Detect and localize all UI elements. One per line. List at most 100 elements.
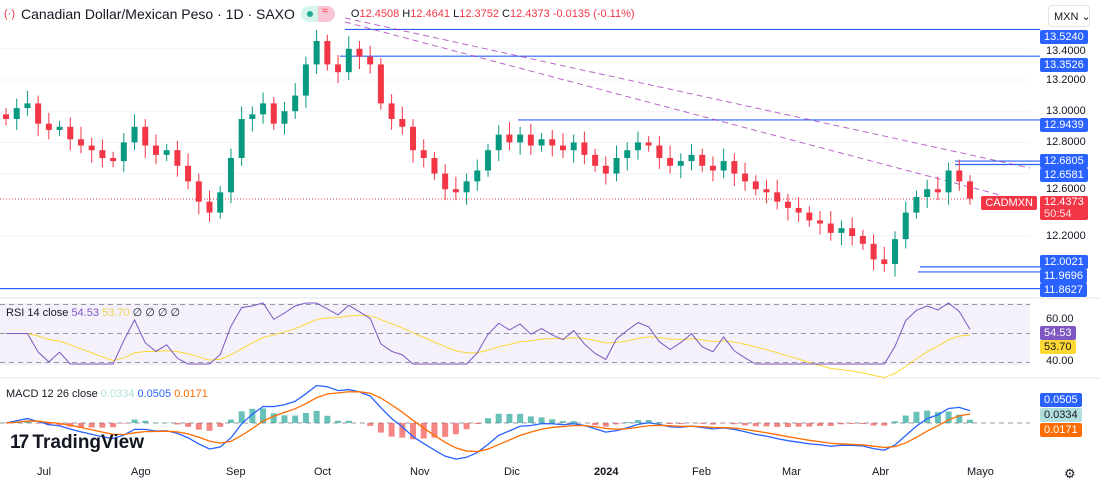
- trendline: [344, 17, 1031, 169]
- macd-histogram-bar: [335, 420, 342, 423]
- signal-line: [5, 391, 971, 453]
- level-label: 11.8627: [1040, 283, 1087, 297]
- candle: [934, 189, 941, 193]
- macd-histogram-bar: [624, 422, 631, 423]
- time-tick: Nov: [410, 466, 430, 478]
- candle: [270, 103, 277, 124]
- macd-histogram-bar: [570, 421, 577, 423]
- trendline: [344, 21, 1001, 196]
- candle: [699, 154, 706, 166]
- macd-histogram-bar: [281, 415, 288, 423]
- rsi-tick: 40.00: [1046, 355, 1074, 367]
- candle: [420, 150, 427, 158]
- candle: [35, 103, 42, 124]
- currency-select[interactable]: MXN ⌄: [1048, 5, 1091, 27]
- macd-histogram-bar: [645, 420, 652, 423]
- market-status-icon[interactable]: [300, 5, 335, 22]
- macd-histogram-bar: [859, 423, 866, 425]
- candle: [335, 64, 342, 73]
- candle: [677, 161, 684, 166]
- macd-histogram-bar: [302, 412, 309, 423]
- level-label: 12.9439: [1040, 118, 1088, 133]
- candle: [602, 165, 609, 174]
- macd-histogram-bar: [463, 423, 470, 430]
- macd-histogram-bar: [752, 423, 759, 427]
- macd-histogram-bar: [367, 423, 374, 426]
- candle: [260, 103, 267, 115]
- macd-histogram-bar: [345, 420, 352, 423]
- ohlc-readout: O12.4508 H12.4641 L12.3752 C12.4373 -0.0…: [350, 8, 635, 20]
- candle: [452, 189, 459, 193]
- candle: [99, 150, 106, 158]
- rsi-value-label: 54.53: [1040, 326, 1076, 340]
- candle: [152, 145, 159, 155]
- candle: [13, 108, 20, 119]
- time-tick: Mayo: [967, 466, 994, 478]
- candle: [731, 161, 738, 174]
- macd-histogram-bar: [131, 419, 138, 423]
- candle: [827, 223, 834, 233]
- candle: [463, 181, 470, 193]
- macd-histogram-bar: [110, 423, 117, 428]
- macd-histogram-bar: [827, 423, 834, 426]
- candle: [506, 134, 513, 143]
- macd-histogram-bar: [99, 423, 106, 428]
- candle: [624, 150, 631, 158]
- symbol-tag: CADMXN: [981, 196, 1037, 211]
- time-tick: Ago: [131, 466, 151, 478]
- macd-histogram-bar: [881, 423, 888, 426]
- candle: [88, 145, 95, 151]
- macd-label: 0.0505: [1040, 393, 1082, 407]
- candle: [206, 201, 213, 213]
- candle: [817, 220, 824, 224]
- candle: [806, 212, 813, 221]
- macd-histogram-bar: [292, 415, 299, 423]
- macd-histogram-bar: [420, 423, 427, 439]
- tradingview-logo[interactable]: 17 TradingView: [10, 432, 144, 453]
- candle: [3, 114, 9, 119]
- candle: [195, 181, 202, 202]
- candle: [120, 142, 127, 162]
- macd-histogram-bar: [784, 423, 791, 427]
- macd-histogram-bar: [945, 411, 952, 423]
- macd-histogram-bar: [902, 415, 909, 423]
- candle: [527, 134, 534, 146]
- candle: [77, 139, 84, 146]
- macd-histogram-bar: [913, 411, 920, 423]
- price-tick: 13.2000: [1046, 74, 1086, 86]
- macd-legend[interactable]: MACD 12 26 close 0.0334 0.0505 0.0171: [6, 388, 208, 400]
- macd-histogram-bar: [485, 418, 491, 423]
- candle: [292, 95, 299, 112]
- signal-label: 0.0171: [1040, 423, 1082, 437]
- macd-histogram-bar: [924, 410, 931, 423]
- candle: [313, 41, 320, 65]
- macd-histogram-bar: [870, 423, 877, 426]
- time-tick: Feb: [692, 466, 711, 478]
- candle: [538, 139, 545, 146]
- macd-histogram-bar: [549, 419, 556, 423]
- candle: [227, 158, 234, 193]
- candle: [688, 154, 695, 162]
- candle: [763, 189, 770, 193]
- macd-histogram-bar: [795, 423, 802, 427]
- time-tick: Mar: [782, 466, 801, 478]
- candle: [110, 158, 117, 162]
- candle: [784, 201, 791, 208]
- macd-histogram-bar: [174, 423, 181, 425]
- symbol-title[interactable]: Canadian Dollar/Mexican Peso · 1D · SAXO: [21, 6, 295, 22]
- settings-icon[interactable]: ⚙: [1064, 466, 1076, 481]
- candle: [367, 56, 374, 65]
- candle: [281, 111, 288, 124]
- candle: [967, 181, 973, 199]
- macd-histogram-bar: [613, 423, 620, 425]
- candle: [645, 142, 652, 146]
- macd-histogram-bar: [559, 421, 566, 423]
- candle: [474, 170, 481, 182]
- macd-histogram-bar: [388, 423, 395, 437]
- candle: [956, 170, 963, 182]
- rsi-legend[interactable]: RSI 14 close 54.53 53.70 ∅ ∅ ∅ ∅: [6, 307, 181, 319]
- macd-histogram-bar: [774, 423, 781, 427]
- macd-histogram-bar: [527, 416, 534, 423]
- macd-histogram-bar: [506, 413, 513, 423]
